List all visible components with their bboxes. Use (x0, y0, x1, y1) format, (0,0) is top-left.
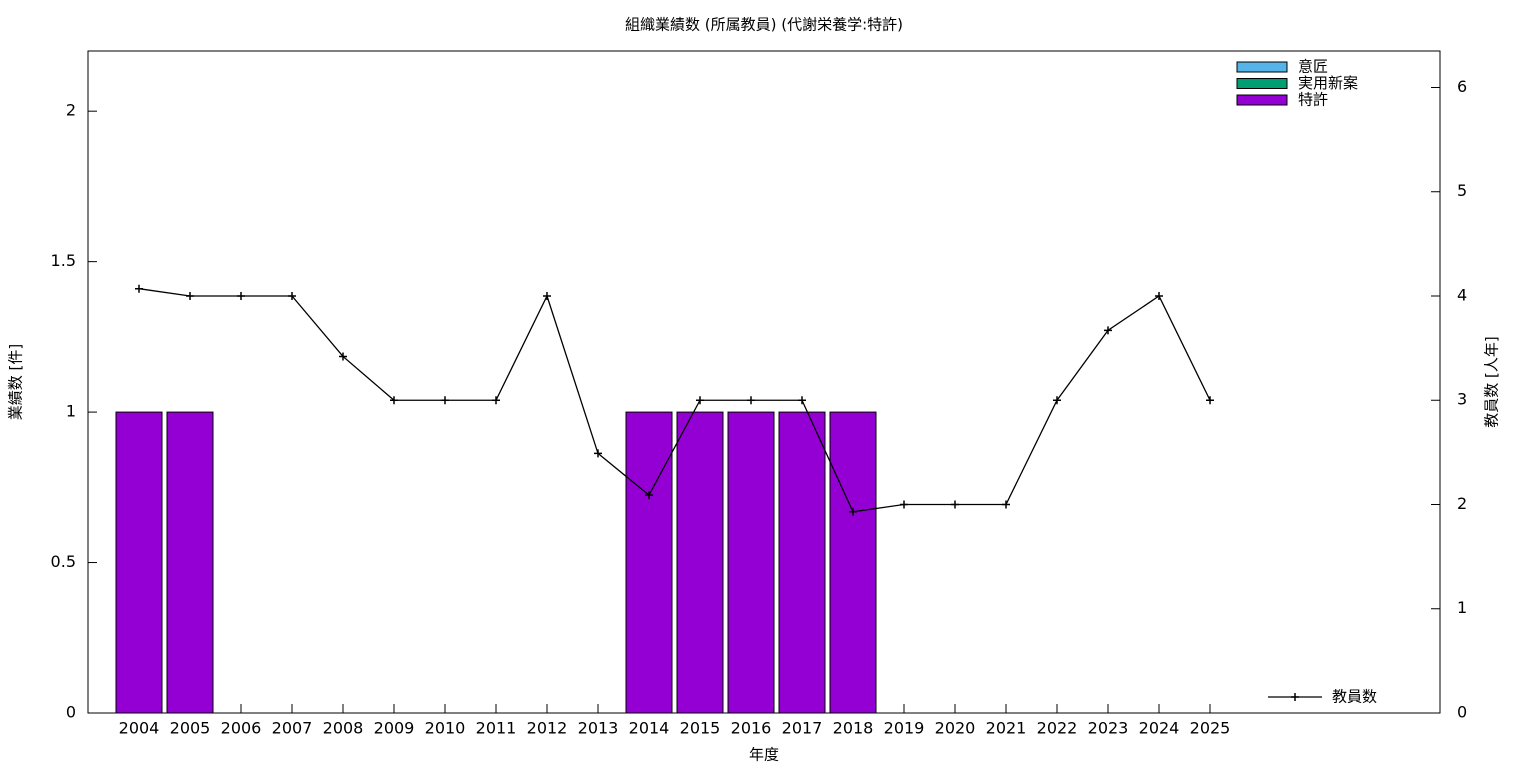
point (645, 491, 653, 500)
point (1206, 396, 1214, 405)
bar (115, 411, 163, 714)
x-tick-label: 2015 (680, 719, 721, 738)
line (138, 288, 1211, 513)
point (135, 284, 143, 293)
y-tick-label: 2 (66, 101, 76, 120)
y2-tick-label: 3 (1457, 390, 1467, 409)
point (1053, 396, 1061, 405)
y-tick-label: 1.5 (51, 251, 76, 270)
x-tick-label: 2013 (578, 719, 619, 738)
x-tick-label: 2008 (323, 719, 364, 738)
legend-label: 教員数 (1332, 688, 1377, 706)
x-tick-label: 2025 (1190, 719, 1231, 738)
x-tick-label: 2020 (935, 719, 976, 738)
x-tick-label: 2005 (170, 719, 211, 738)
legend-swatch (1236, 61, 1288, 73)
point (900, 500, 908, 509)
plot-border (87, 50, 1441, 714)
bar (625, 411, 673, 714)
y2-tick-label: 5 (1457, 181, 1467, 200)
x-tick-label: 2021 (986, 719, 1027, 738)
legend-label: 特許 (1298, 91, 1328, 109)
bar (676, 411, 724, 714)
point (186, 291, 194, 300)
x-tick-label: 2006 (221, 719, 262, 738)
x-tick-label: 2014 (629, 719, 670, 738)
point (696, 396, 704, 405)
x-tick-label: 2017 (782, 719, 823, 738)
y2-tick-label: 2 (1457, 494, 1467, 513)
x-tick-label: 2022 (1037, 719, 1078, 738)
x-tick-label: 2010 (425, 719, 466, 738)
x-tick-label: 2007 (272, 719, 313, 738)
legend-label: 実用新案 (1298, 74, 1358, 92)
point (594, 449, 602, 458)
point (339, 352, 347, 361)
point (441, 396, 449, 405)
bar (727, 411, 775, 714)
y-tick-label: 0 (66, 703, 76, 722)
legend-label: 意匠 (1298, 58, 1328, 76)
y2-axis-label: 教員数 [人年] (1483, 336, 1501, 427)
point (492, 396, 500, 405)
legend-swatch (1236, 78, 1288, 89)
y-axis-label: 業績数 [件] (7, 344, 25, 420)
legend-point (1291, 693, 1299, 701)
y-tick-label: 1 (66, 402, 76, 421)
legend-swatch (1236, 94, 1288, 106)
y2-tick-label: 0 (1457, 703, 1467, 722)
point (390, 396, 398, 405)
y2-tick-label: 1 (1457, 598, 1467, 617)
point (288, 291, 296, 300)
x-tick-label: 2018 (833, 719, 874, 738)
point (1104, 326, 1112, 335)
point (849, 507, 857, 516)
x-tick-label: 2019 (884, 719, 925, 738)
y-tick-label: 0.5 (51, 552, 76, 571)
x-tick-label: 2016 (731, 719, 772, 738)
point (543, 291, 551, 300)
point (798, 396, 806, 405)
point (1002, 500, 1010, 509)
bar (166, 411, 214, 714)
x-tick-label: 2004 (119, 719, 160, 738)
point (237, 291, 245, 300)
chart-title: 組織業績数 (所属教員) (代謝栄養学:特許) (625, 16, 903, 34)
x-tick-label: 2023 (1088, 719, 1129, 738)
y2-tick-label: 6 (1457, 77, 1467, 96)
x-tick-label: 2009 (374, 719, 415, 738)
point (951, 500, 959, 509)
point (1155, 291, 1163, 300)
x-tick-label: 2011 (476, 719, 517, 738)
bar (829, 411, 877, 714)
x-tick-label: 2024 (1139, 719, 1180, 738)
bar (778, 411, 826, 714)
x-tick-label: 2012 (527, 719, 568, 738)
x-axis-label: 年度 (749, 746, 779, 764)
point (747, 396, 755, 405)
y2-tick-label: 4 (1457, 285, 1467, 304)
